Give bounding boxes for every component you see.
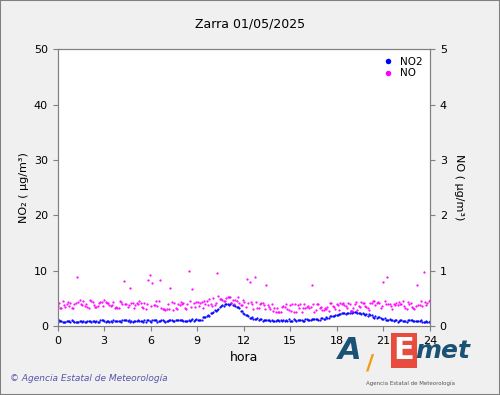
- Text: Agencia Estatal de Meteorología: Agencia Estatal de Meteorología: [366, 380, 454, 386]
- Text: Zarra 01/05/2025: Zarra 01/05/2025: [195, 18, 305, 31]
- Text: A: A: [338, 337, 362, 365]
- Y-axis label: NO ( µg/m³): NO ( µg/m³): [454, 154, 464, 221]
- X-axis label: hora: hora: [230, 351, 258, 364]
- Text: © Agencia Estatal de Meteorología: © Agencia Estatal de Meteorología: [10, 374, 168, 383]
- Text: E: E: [394, 337, 414, 365]
- Text: /: /: [366, 353, 374, 373]
- Legend: NO2, NO: NO2, NO: [375, 55, 425, 80]
- Text: met: met: [416, 339, 470, 363]
- Y-axis label: NO₂ ( µg/m³): NO₂ ( µg/m³): [20, 152, 30, 223]
- Text: E: E: [394, 337, 414, 365]
